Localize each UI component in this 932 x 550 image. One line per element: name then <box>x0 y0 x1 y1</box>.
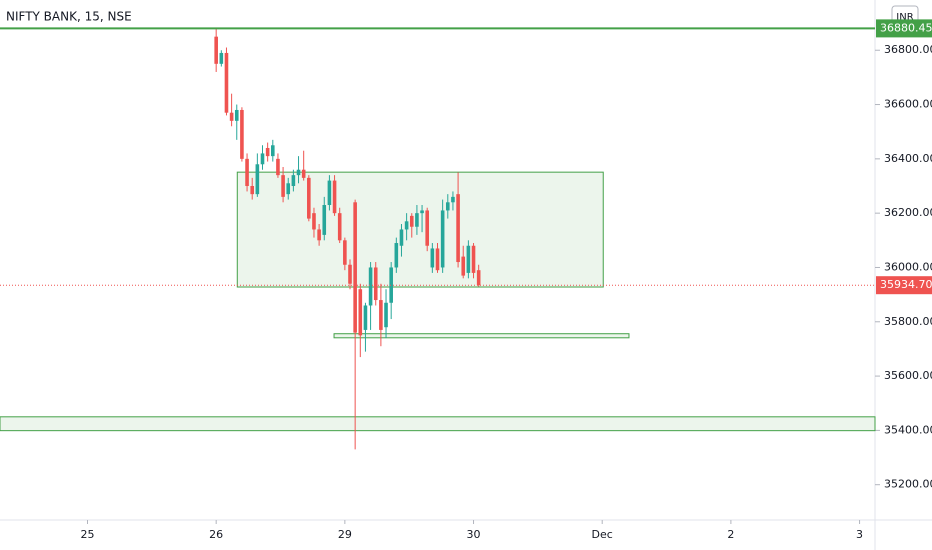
candle-body <box>296 169 301 176</box>
candle-body <box>348 264 352 284</box>
candle-body <box>420 210 424 214</box>
zone <box>333 333 630 339</box>
candle-body <box>291 175 296 187</box>
candle-body <box>245 158 249 187</box>
candle-body <box>343 240 347 265</box>
y-tick-label: 35600.00 <box>884 369 932 382</box>
y-tick-label: 36000.00 <box>884 260 932 273</box>
y-tick-label: 35400.00 <box>884 423 932 436</box>
candle-body <box>440 210 445 268</box>
candle-body <box>234 109 239 121</box>
candle-body <box>379 300 383 330</box>
y-tick-label: 36600.00 <box>884 98 932 111</box>
chart-title: NIFTY BANK, 15, NSE <box>6 10 132 24</box>
candle-body <box>332 180 337 214</box>
candle-body <box>451 196 455 203</box>
candle-body <box>399 229 404 246</box>
candle-body <box>389 267 393 303</box>
candle-body <box>466 245 471 273</box>
candle-body <box>219 52 224 64</box>
candle-body <box>415 213 419 227</box>
y-tick-label: 36800.00 <box>884 43 932 56</box>
candle-body <box>409 215 414 227</box>
candle-body <box>368 267 373 306</box>
candle-body <box>363 305 368 330</box>
candle-body <box>322 205 327 235</box>
candle-body <box>358 289 363 336</box>
y-tick-label: 36400.00 <box>884 152 932 165</box>
price-label: 36880.45 <box>880 21 932 34</box>
candle-body <box>425 210 430 246</box>
candle-body <box>471 245 476 273</box>
candle-body <box>255 164 260 195</box>
x-tick-label: 30 <box>467 528 481 541</box>
candle-body <box>224 52 229 113</box>
candle-body <box>265 147 270 157</box>
x-tick-label: 3 <box>856 528 863 541</box>
price-label-box <box>876 276 932 295</box>
x-tick-label: 26 <box>209 528 223 541</box>
x-tick-label: 25 <box>81 528 95 541</box>
candle-body <box>250 186 255 195</box>
candle-body <box>327 180 332 206</box>
zone <box>0 416 876 432</box>
candle-body <box>337 213 342 241</box>
candle-body <box>435 248 440 271</box>
candle-body <box>445 202 450 211</box>
candle-body <box>286 183 291 195</box>
candle-body <box>353 202 357 333</box>
y-tick-label: 36200.00 <box>884 206 932 219</box>
candle-body <box>394 243 399 268</box>
zone <box>236 171 604 288</box>
x-tick-label: 2 <box>727 528 734 541</box>
candle-body <box>276 158 280 176</box>
candle-body <box>214 36 218 64</box>
candle-body <box>281 175 285 197</box>
y-tick-label: 35800.00 <box>884 315 932 328</box>
currency-label: INR <box>896 12 913 23</box>
x-tick-label: Dec <box>592 528 613 541</box>
plot: 35200.00 35400.00 35600.00 35800.00 36000.00… <box>0 28 932 541</box>
y-tick-label: 35200.00 <box>884 478 932 491</box>
candle-body <box>307 177 311 219</box>
candle-body <box>270 145 275 157</box>
candle-body <box>476 270 481 286</box>
candle-body <box>430 248 435 268</box>
candle-body <box>317 229 321 241</box>
candle-body <box>301 169 306 178</box>
candle-body <box>373 267 378 301</box>
price-label: 35934.70 <box>880 278 932 291</box>
price-label-box <box>876 19 932 38</box>
candle-body <box>384 302 388 328</box>
candle-body <box>312 213 316 230</box>
candle-body <box>240 109 244 159</box>
candle-body <box>260 153 265 165</box>
candle-body <box>404 221 409 230</box>
x-tick-label: 29 <box>338 528 352 541</box>
candle-body <box>461 256 466 276</box>
candle-body <box>229 112 234 121</box>
candle-body <box>456 194 460 263</box>
